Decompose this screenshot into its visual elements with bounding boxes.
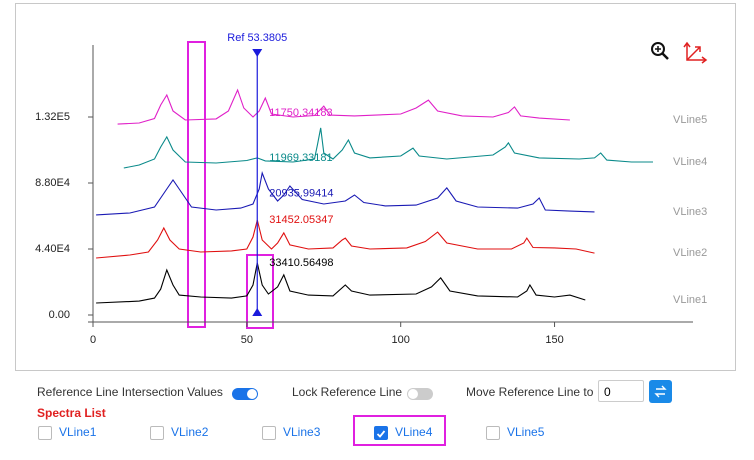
reference-label: Ref 53.3805 — [227, 32, 287, 44]
toggle[interactable] — [232, 388, 258, 400]
y-tick-label: 8.80E4 — [35, 177, 70, 189]
series-line — [96, 262, 586, 304]
legend-label: VLine1 — [673, 294, 707, 306]
checkbox-label[interactable]: VLine4 — [395, 425, 433, 439]
legend-label: VLine4 — [673, 156, 707, 168]
checkbox-label[interactable]: VLine1 — [59, 425, 97, 439]
checkbox-label[interactable]: VLine3 — [283, 425, 321, 439]
apply-button[interactable] — [649, 380, 672, 403]
legend-label: VLine5 — [673, 114, 707, 126]
highlight-box — [353, 415, 446, 446]
swap-icon — [654, 385, 667, 398]
checkbox[interactable] — [486, 426, 500, 440]
toggle[interactable] — [407, 388, 433, 400]
series-line — [117, 88, 570, 125]
chart-panel — [15, 3, 736, 371]
intersection-label: 31452.05347 — [269, 214, 333, 226]
intersection-label: 11969.33181 — [269, 152, 332, 164]
list-title: Spectra List — [37, 406, 106, 420]
reference-handle — [252, 49, 263, 57]
reference-handle — [252, 308, 263, 316]
chart: 0.00 4.40E4 8.80E4 1.32E5 0 50 100 150 VLine1 334… — [35, 32, 708, 346]
checkbox[interactable] — [262, 426, 276, 440]
legend-label: VLine2 — [673, 247, 707, 259]
legend-label: VLine3 — [673, 206, 707, 218]
checkbox[interactable] — [374, 426, 388, 440]
x-tick-label: 50 — [241, 334, 253, 346]
toggle-label: Reference Line Intersection Values — [37, 385, 223, 399]
move-input[interactable]: 0 — [598, 380, 644, 402]
y-tick-label: 4.40E4 — [35, 243, 70, 255]
y-tick-label: 0.00 — [49, 309, 70, 321]
checkbox-label[interactable]: VLine5 — [507, 425, 545, 439]
x-tick-label: 100 — [392, 334, 410, 346]
x-tick-label: 0 — [90, 334, 96, 346]
y-tick-label: 1.32E5 — [35, 111, 70, 123]
checkbox[interactable] — [150, 426, 164, 440]
highlight-box — [246, 254, 274, 329]
input-label: Move Reference Line to — [466, 385, 594, 399]
check-mark — [376, 430, 386, 438]
checkbox-label[interactable]: VLine2 — [171, 425, 209, 439]
zoom-icon[interactable] — [651, 42, 669, 60]
series-line — [96, 219, 595, 259]
intersection-label: 33410.56498 — [269, 257, 333, 269]
highlight-box — [187, 41, 206, 328]
intersection-label: 20935.99414 — [269, 188, 333, 200]
toggle-label: Lock Reference Line — [292, 385, 403, 399]
series-line — [123, 127, 653, 169]
series-line — [96, 171, 595, 216]
checkbox[interactable] — [38, 426, 52, 440]
axes-icon[interactable] — [683, 41, 708, 64]
intersection-label: 11750.34183 — [269, 107, 332, 119]
x-tick-label: 150 — [545, 334, 563, 346]
